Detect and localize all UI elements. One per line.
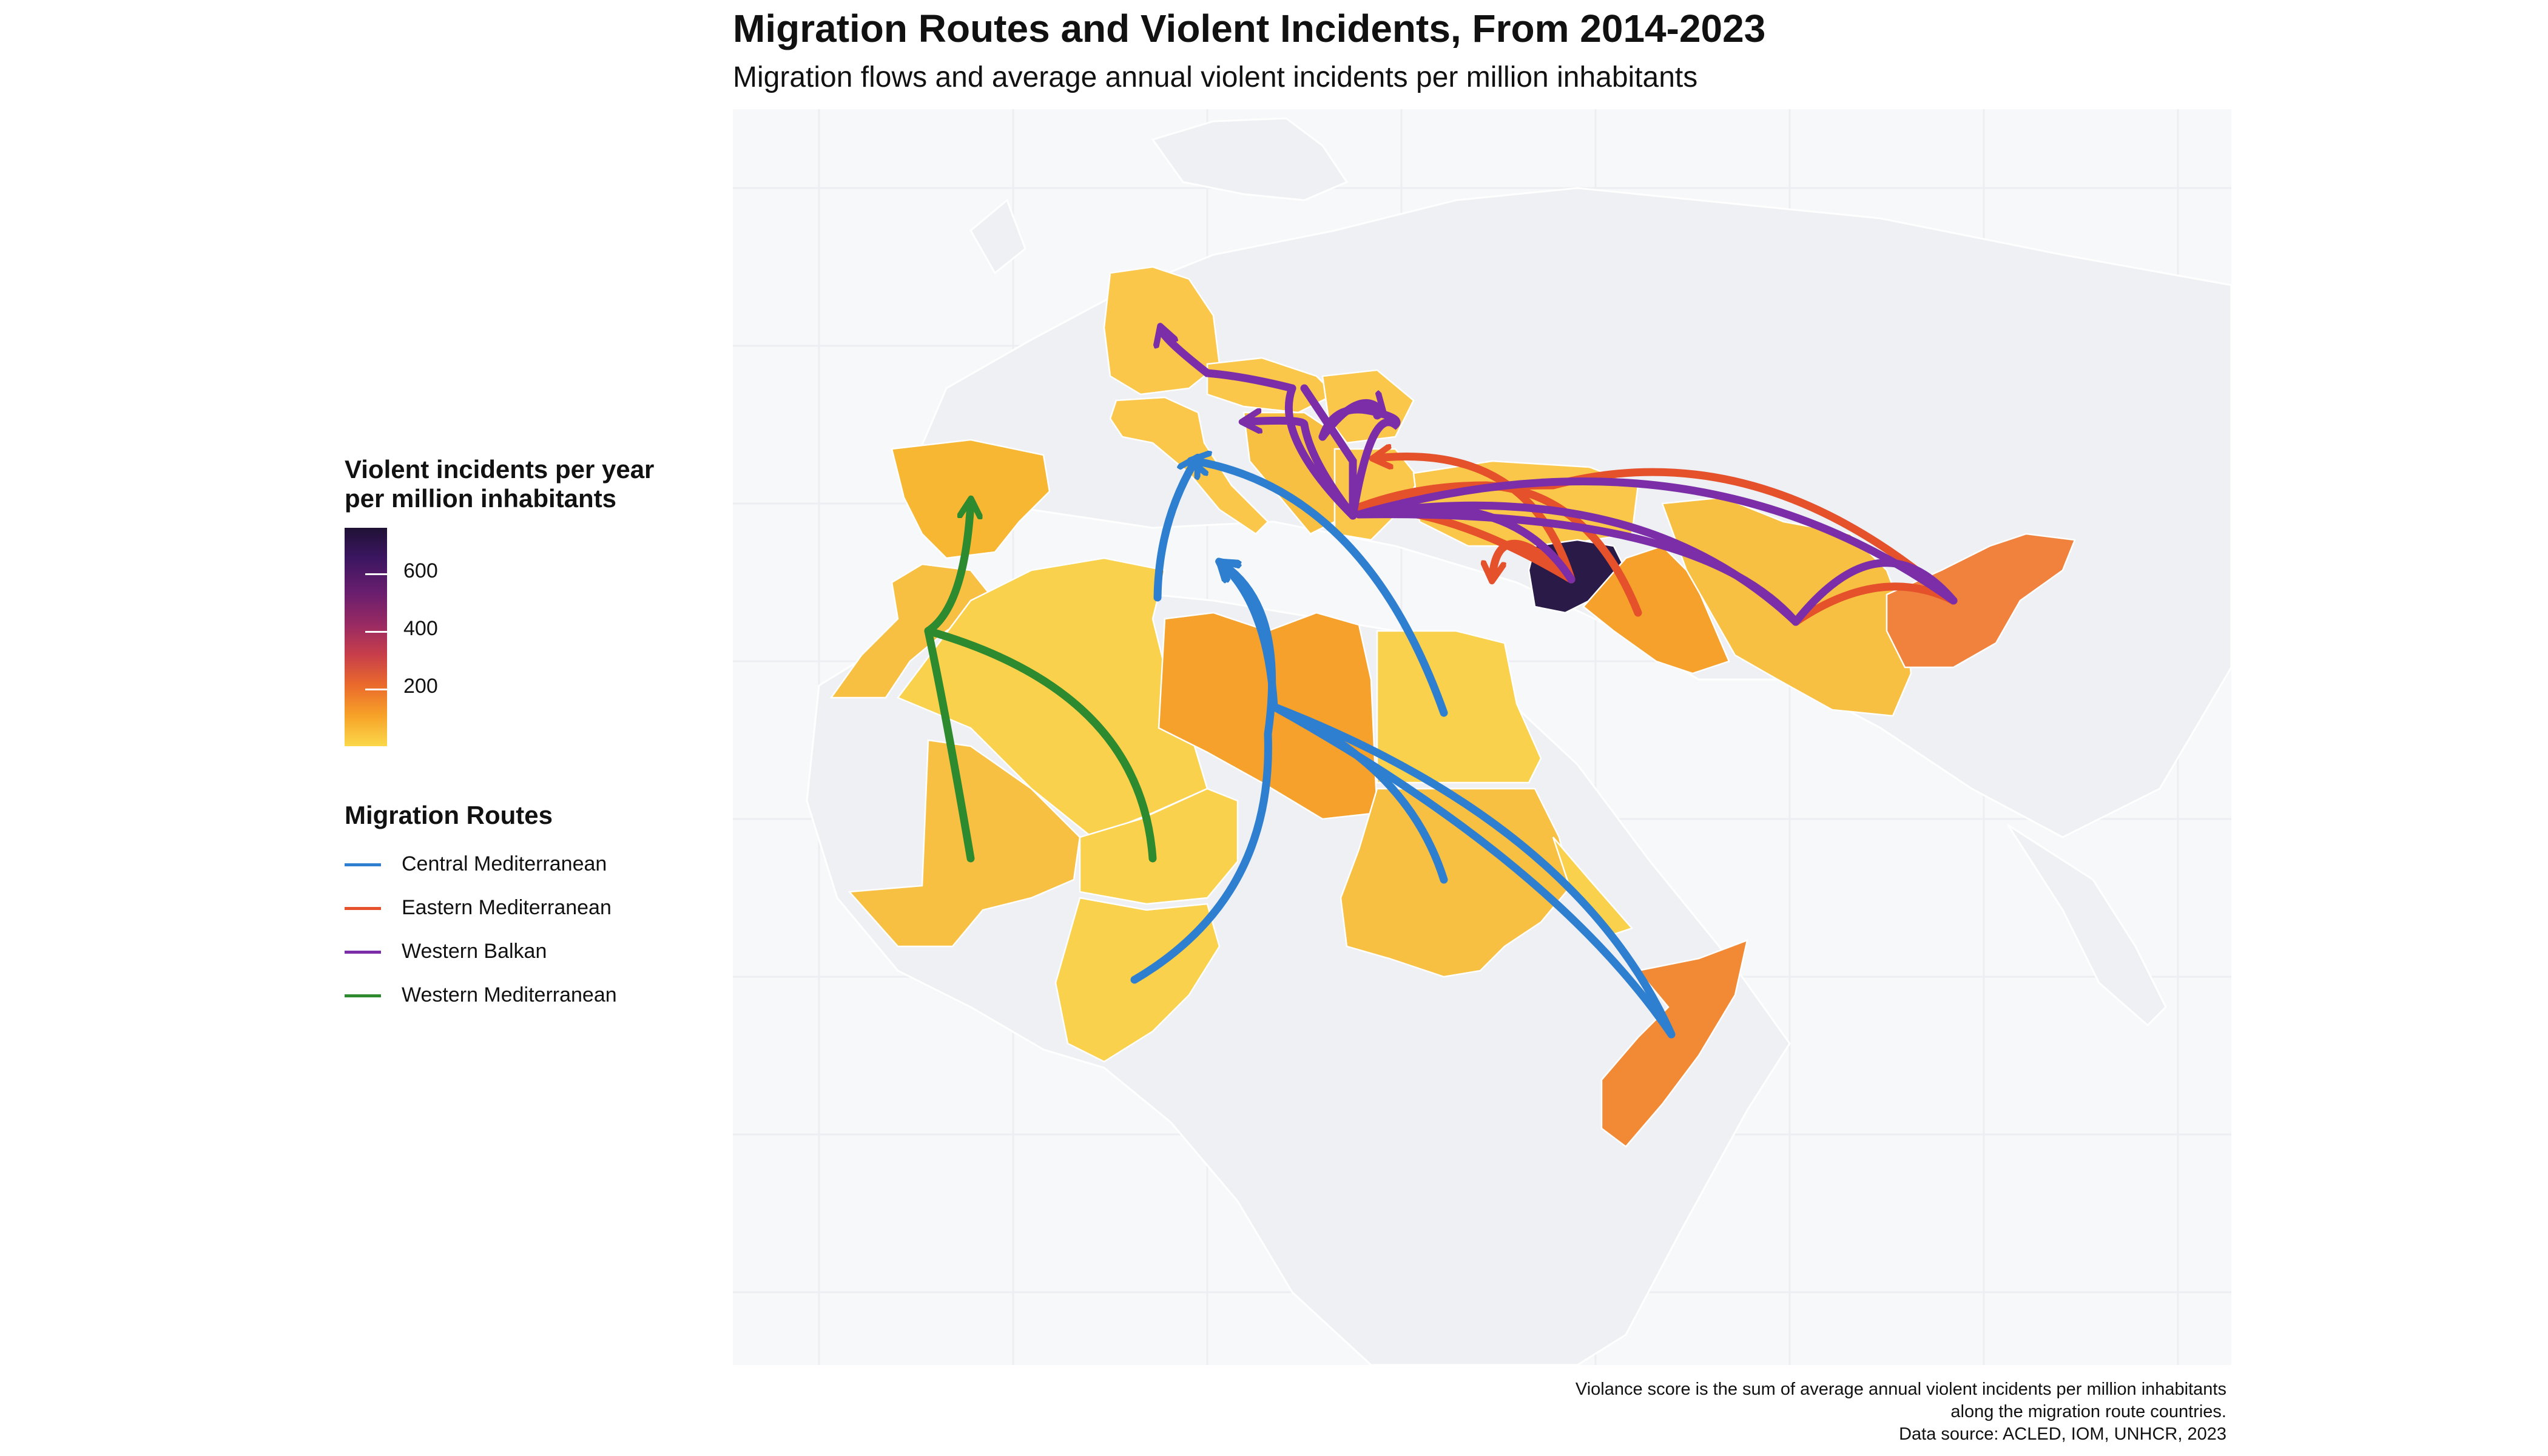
route-line [1247, 420, 1357, 520]
route-line [1492, 539, 1576, 579]
route-line [1270, 703, 1676, 1039]
route-line [1153, 461, 1195, 602]
country-afghanistan [1886, 533, 2076, 669]
country-somalia [1600, 939, 1748, 1148]
legend-label-eastern-mediterranean: Eastern Mediterranean [402, 896, 612, 919]
legend-key-western-mediterranean [345, 994, 381, 997]
route-line [1377, 457, 1576, 584]
colorbar-tick-label-200: 200 [403, 675, 438, 698]
colorbar-tick [365, 631, 387, 633]
colorbar-title-line1: Violent incidents per year [345, 455, 655, 484]
map-subtitle: Migration flows and average annual viole… [733, 61, 1698, 93]
legend-label-central-mediterranean: Central Mediterranean [402, 852, 607, 875]
route-line [1355, 477, 1958, 605]
routes-legend-title: Migration Routes [345, 801, 553, 829]
country-niger [1079, 787, 1239, 905]
route-line [924, 627, 1157, 863]
route-line [924, 627, 975, 863]
route-western-mediterranean [924, 504, 1157, 863]
route-line [924, 504, 971, 635]
colorbar-tick-label-400: 400 [403, 617, 438, 640]
colorbar-title-line2: per million inhabitants [345, 484, 617, 513]
route-line [1349, 468, 1958, 605]
route-line [1349, 408, 1401, 520]
caption: Violance score is the sum of average ann… [1576, 1378, 2226, 1446]
colorbar-tick-label-600: 600 [403, 559, 438, 582]
route-line [1355, 510, 1800, 626]
map-title: Migration Routes and Violent Incidents, … [733, 7, 1766, 50]
route-line [1791, 582, 1958, 626]
route-line [1300, 384, 1357, 520]
caption-line2: along the migration route countries. [1950, 1402, 2226, 1421]
caption-line1: Violance score is the sum of average ann… [1575, 1380, 2226, 1399]
legend-key-central-mediterranean [345, 863, 381, 866]
route-line [1791, 559, 1958, 626]
route-central-mediterranean [1130, 461, 1676, 1039]
legend-key-western-balkan [345, 951, 381, 954]
route-western-balkan [1162, 331, 1958, 626]
legend-key-eastern-mediterranean [345, 907, 381, 910]
colorbar-tick [365, 573, 387, 575]
caption-line3: Data source: ACLED, IOM, UNHCR, 2023 [1899, 1424, 2226, 1444]
legend-label-western-balkan: Western Balkan [402, 940, 547, 963]
colorbar-tick [365, 689, 387, 690]
route-line [1162, 331, 1296, 393]
legend-label-western-mediterranean: Western Mediterranean [402, 983, 617, 1006]
route-line [1270, 703, 1676, 1039]
colorbar [345, 528, 387, 746]
colorbar-title: Violent incidents per year per million i… [345, 455, 654, 513]
route-line [1130, 564, 1276, 984]
route-line [1195, 461, 1448, 717]
